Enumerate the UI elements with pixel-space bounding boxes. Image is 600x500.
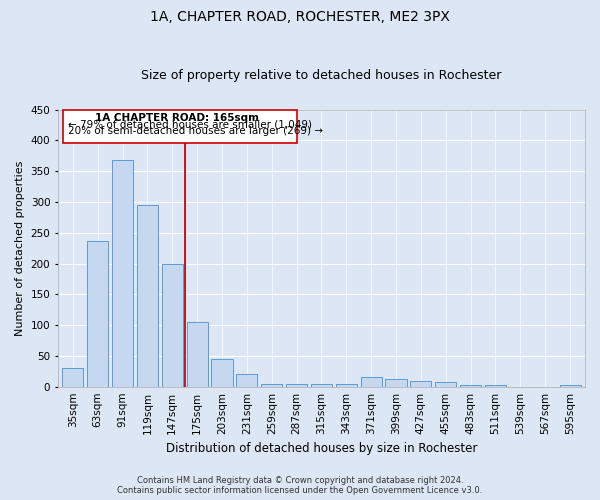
Text: 1A CHAPTER ROAD: 165sqm: 1A CHAPTER ROAD: 165sqm — [95, 114, 259, 124]
Text: 1A, CHAPTER ROAD, ROCHESTER, ME2 3PX: 1A, CHAPTER ROAD, ROCHESTER, ME2 3PX — [150, 10, 450, 24]
Bar — [112, 160, 133, 386]
Bar — [560, 385, 581, 386]
Bar — [361, 378, 382, 386]
Bar — [410, 380, 431, 386]
Title: Size of property relative to detached houses in Rochester: Size of property relative to detached ho… — [141, 69, 502, 82]
Bar — [385, 380, 407, 386]
Bar — [286, 384, 307, 386]
Bar — [336, 384, 357, 386]
Bar — [137, 205, 158, 386]
Bar — [236, 374, 257, 386]
Y-axis label: Number of detached properties: Number of detached properties — [15, 160, 25, 336]
Bar — [460, 385, 481, 386]
Bar — [63, 110, 296, 144]
Bar — [261, 384, 283, 386]
Bar — [62, 368, 83, 386]
Text: Contains HM Land Registry data © Crown copyright and database right 2024.
Contai: Contains HM Land Registry data © Crown c… — [118, 476, 482, 495]
Bar — [311, 384, 332, 386]
Text: 20% of semi-detached houses are larger (269) →: 20% of semi-detached houses are larger (… — [68, 126, 323, 136]
Bar — [211, 359, 233, 386]
X-axis label: Distribution of detached houses by size in Rochester: Distribution of detached houses by size … — [166, 442, 477, 455]
Text: ← 79% of detached houses are smaller (1,049): ← 79% of detached houses are smaller (1,… — [68, 120, 312, 130]
Bar — [87, 240, 108, 386]
Bar — [162, 264, 183, 386]
Bar — [187, 322, 208, 386]
Bar — [435, 382, 457, 386]
